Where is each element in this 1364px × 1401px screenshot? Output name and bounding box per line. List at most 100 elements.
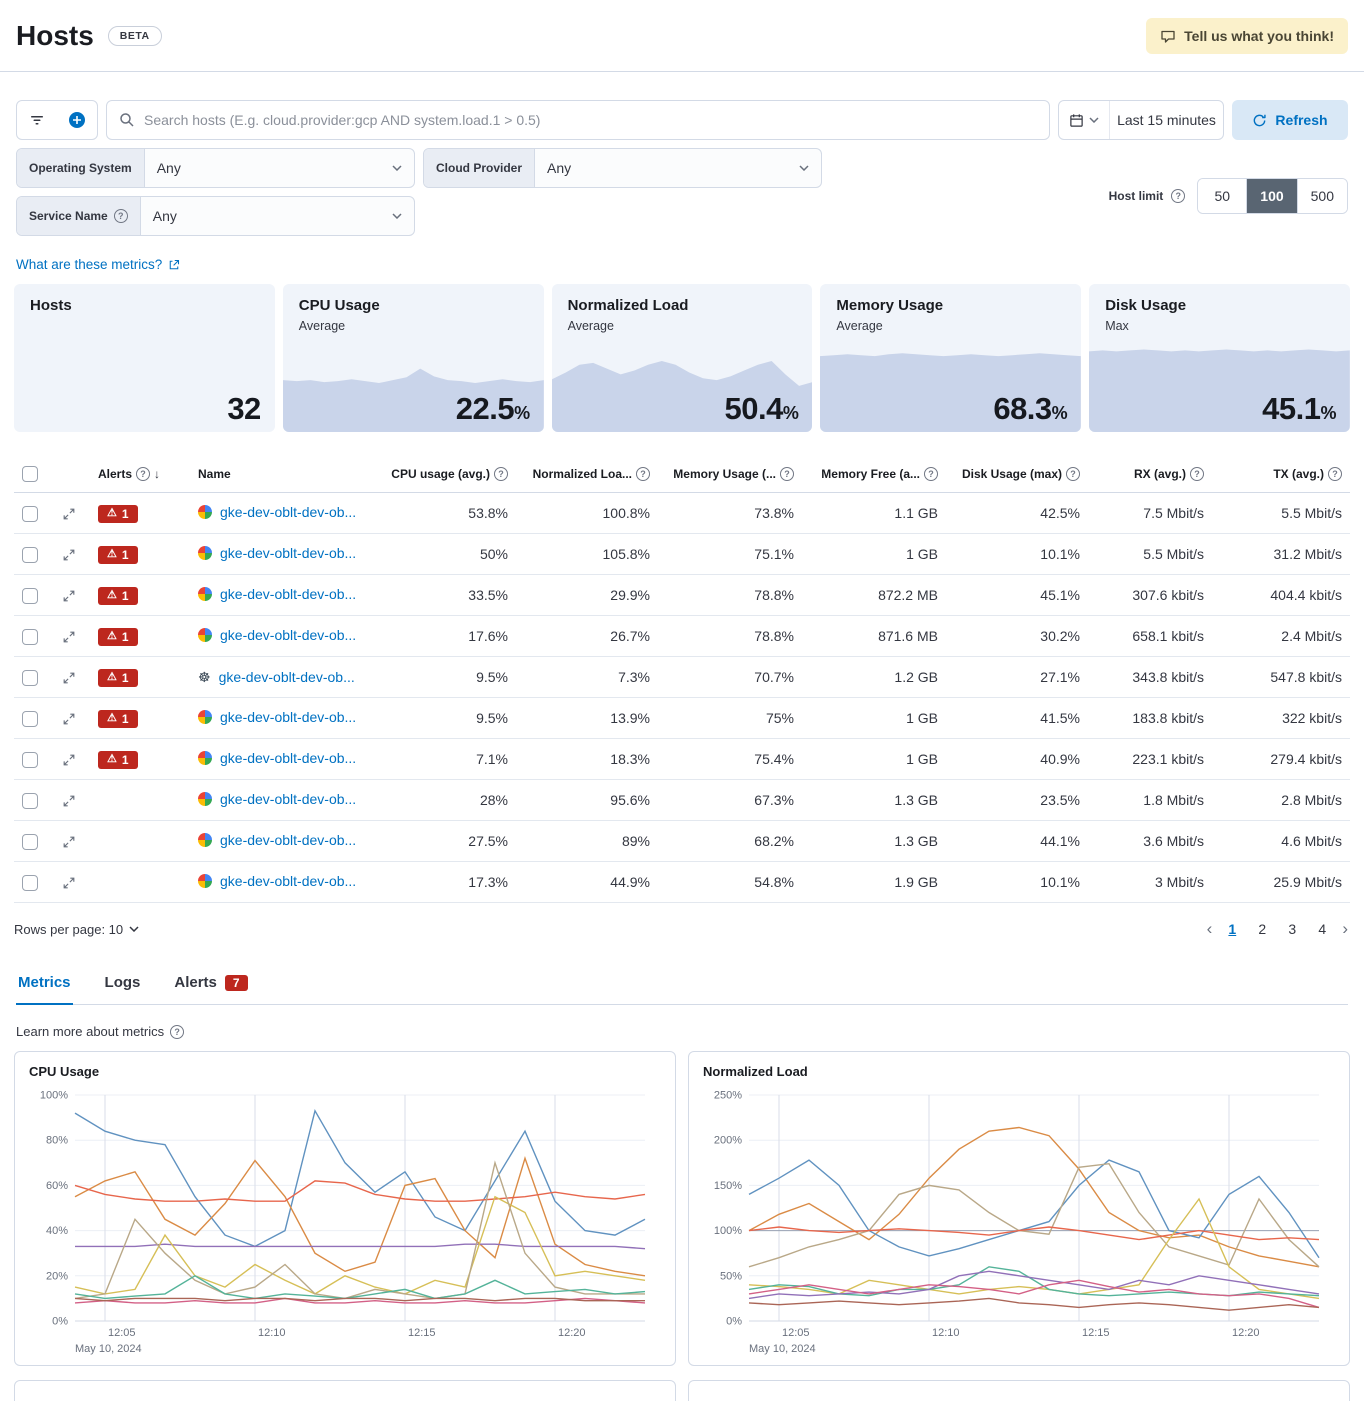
expand-row-icon[interactable] xyxy=(62,548,76,562)
disk-usage-cell: 42.5% xyxy=(946,492,1088,534)
tab-metrics[interactable]: Metrics xyxy=(16,968,73,1005)
row-checkbox[interactable] xyxy=(22,587,38,604)
row-checkbox[interactable] xyxy=(22,628,38,645)
kpi-cpu-usage[interactable]: CPU Usage Average 22.5% xyxy=(282,284,544,432)
kpi-disk-usage[interactable]: Disk Usage Max 45.1% xyxy=(1089,284,1350,432)
tab-alerts[interactable]: Alerts 7 xyxy=(172,968,249,1005)
search-input[interactable] xyxy=(144,112,1037,128)
filter-menu-button[interactable] xyxy=(17,101,57,139)
table-row: ⚠ 1 gke-dev-oblt-dev-ob... 9.5% 13.9% 75% 1 GB… xyxy=(14,697,1350,739)
expand-row-icon[interactable] xyxy=(62,794,76,808)
rx-header[interactable]: RX (avg.) xyxy=(1133,467,1186,481)
host-name-link[interactable]: gke-dev-oblt-dev-ob... xyxy=(220,750,357,766)
cpu-header[interactable]: CPU usage (avg.) xyxy=(391,467,490,481)
memory-free-cell: 1.9 GB xyxy=(802,861,946,903)
operating-system-select[interactable]: Operating System Any xyxy=(16,148,415,188)
external-link-icon xyxy=(170,259,180,269)
disk-header[interactable]: Disk Usage (max) xyxy=(961,467,1062,481)
host-name-link[interactable]: gke-dev-oblt-dev-ob... xyxy=(218,669,355,685)
cpu-usage-chart-panel[interactable]: CPU Usage 0% 20% 40% 60% 80% 100% 12:05 12:10 12… xyxy=(14,1051,676,1366)
normalized-load-cell: 100.8% xyxy=(516,492,658,534)
host-name-link[interactable]: gke-dev-oblt-dev-ob... xyxy=(220,791,357,807)
host-name-link[interactable]: gke-dev-oblt-dev-ob... xyxy=(220,832,357,848)
disk-usage-cell: 23.5% xyxy=(946,779,1088,821)
rows-per-page-button[interactable]: Rows per page: 10 xyxy=(14,922,139,937)
alert-badge[interactable]: ⚠ 1 xyxy=(98,668,138,687)
what-are-these-metrics-link[interactable]: What are these metrics? xyxy=(16,257,180,272)
page-4-button[interactable]: 4 xyxy=(1310,916,1334,942)
host-name-link[interactable]: gke-dev-oblt-dev-ob... xyxy=(220,627,357,643)
table-row: ⚠ 1 ☸ gke-dev-oblt-dev-ob... 9.5% 7.3% 70.7% 1.… xyxy=(14,656,1350,698)
expand-row-icon[interactable] xyxy=(62,753,76,767)
host-limit-100-button[interactable]: 100 xyxy=(1246,179,1297,213)
host-name-link[interactable]: gke-dev-oblt-dev-ob... xyxy=(220,504,357,520)
expand-row-icon[interactable] xyxy=(62,630,76,644)
host-name-link[interactable]: gke-dev-oblt-dev-ob... xyxy=(220,709,357,725)
expand-row-icon[interactable] xyxy=(62,507,76,521)
expand-row-icon[interactable] xyxy=(62,835,76,849)
row-checkbox[interactable] xyxy=(22,833,38,850)
alert-badge[interactable]: ⚠ 1 xyxy=(98,545,138,564)
alert-badge[interactable]: ⚠ 1 xyxy=(98,709,138,728)
page-2-button[interactable]: 2 xyxy=(1250,916,1274,942)
svg-text:20%: 20% xyxy=(46,1270,68,1282)
expand-row-icon[interactable] xyxy=(62,589,76,603)
name-header[interactable]: Name xyxy=(198,467,231,481)
sort-desc-icon[interactable]: ↓ xyxy=(154,467,161,481)
select-all-checkbox[interactable] xyxy=(22,466,38,482)
rx-cell: 223.1 kbit/s xyxy=(1088,738,1212,780)
row-checkbox[interactable] xyxy=(22,505,38,522)
host-limit-500-button[interactable]: 500 xyxy=(1296,179,1347,213)
info-icon: ? xyxy=(113,209,128,223)
alert-badge[interactable]: ⚠ 1 xyxy=(98,750,138,769)
next-charts-row xyxy=(14,1380,1350,1401)
search-box[interactable] xyxy=(106,100,1050,140)
feedback-button[interactable]: Tell us what you think! xyxy=(1146,17,1348,54)
table-row: ⚠ 1 gke-dev-oblt-dev-ob... 7.1% 18.3% 75.4% 1 … xyxy=(14,738,1350,780)
alert-badge[interactable]: ⚠ 1 xyxy=(98,586,138,605)
alert-badge[interactable]: ⚠ 1 xyxy=(98,504,138,523)
learn-more-metrics-link[interactable]: Learn more about metrics ? xyxy=(16,1024,185,1039)
memory-free-cell: 1 GB xyxy=(802,738,946,780)
host-name-link[interactable]: gke-dev-oblt-dev-ob... xyxy=(220,586,357,602)
alert-badge[interactable]: ⚠ 1 xyxy=(98,627,138,646)
previous-page-button[interactable]: ‹ xyxy=(1206,919,1213,938)
host-name-link[interactable]: gke-dev-oblt-dev-ob... xyxy=(220,545,357,561)
tab-logs[interactable]: Logs xyxy=(103,968,143,1005)
expand-row-icon[interactable] xyxy=(62,671,76,685)
load-header[interactable]: Normalized Loa... xyxy=(532,467,632,481)
tx-cell: 4.6 Mbit/s xyxy=(1212,820,1350,862)
row-checkbox[interactable] xyxy=(22,792,38,809)
row-checkbox[interactable] xyxy=(22,546,38,563)
refresh-button[interactable]: Refresh xyxy=(1232,100,1348,140)
memory-usage-header[interactable]: Memory Usage (... xyxy=(673,467,776,481)
normalized-load-chart-panel[interactable]: Normalized Load 0% 50% 100% 150% 200% 250% 12:… xyxy=(688,1051,1350,1366)
alerts-header[interactable]: Alerts xyxy=(98,467,133,481)
page-1-button[interactable]: 1 xyxy=(1220,916,1244,942)
host-name-link[interactable]: gke-dev-oblt-dev-ob... xyxy=(220,873,357,889)
expand-row-icon[interactable] xyxy=(62,712,76,726)
row-checkbox[interactable] xyxy=(22,874,38,891)
cloud-provider-label: Cloud Provider xyxy=(424,149,536,187)
add-filter-button[interactable] xyxy=(57,101,97,139)
tx-header[interactable]: TX (avg.) xyxy=(1273,467,1324,481)
service-name-label: Service Name xyxy=(29,209,108,223)
memory-free-header[interactable]: Memory Free (a... xyxy=(821,467,920,481)
host-limit-50-button[interactable]: 50 xyxy=(1198,179,1247,213)
row-checkbox[interactable] xyxy=(22,710,38,727)
kpi-memory-usage[interactable]: Memory Usage Average 68.3% xyxy=(820,284,1082,432)
expand-row-icon[interactable] xyxy=(62,876,76,890)
kpi-hosts[interactable]: Hosts 32 xyxy=(14,284,275,432)
info-icon: ? xyxy=(1328,467,1342,481)
service-name-select[interactable]: Service Name ? Any xyxy=(16,196,415,236)
page-3-button[interactable]: 3 xyxy=(1280,916,1304,942)
gcp-icon xyxy=(198,751,212,765)
date-picker[interactable]: Last 15 minutes xyxy=(1058,100,1224,140)
cloud-provider-select[interactable]: Cloud Provider Any xyxy=(423,148,822,188)
row-checkbox[interactable] xyxy=(22,669,38,686)
kpi-normalized-load[interactable]: Normalized Load Average 50.4% xyxy=(551,284,813,432)
alerts-count-badge: 7 xyxy=(224,974,248,991)
row-checkbox[interactable] xyxy=(22,751,38,768)
cpu-usage-cell: 17.3% xyxy=(376,861,516,903)
next-page-button[interactable]: › xyxy=(1342,919,1348,938)
